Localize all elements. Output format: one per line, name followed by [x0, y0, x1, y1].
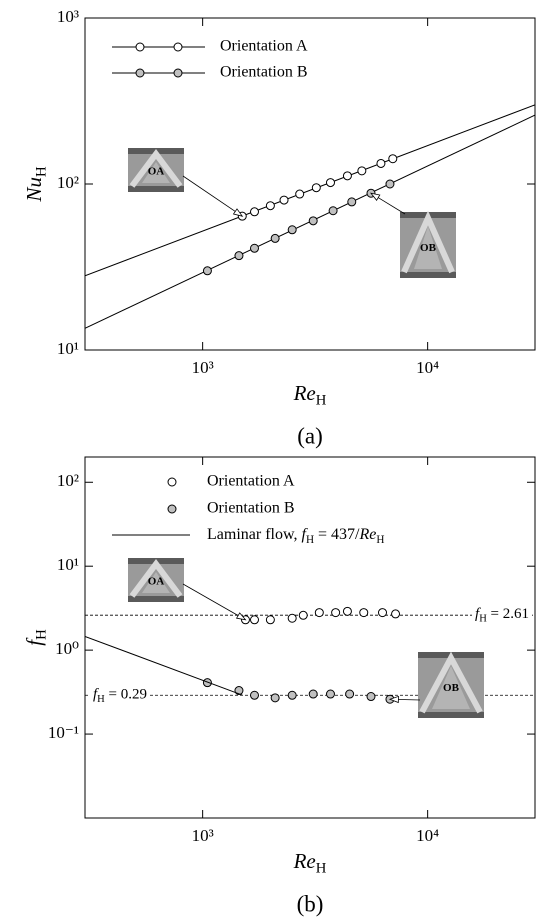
figure: 10³10⁴10¹10²10³ReHNuH(a)Orientation AOri… [0, 0, 536, 922]
data-point [315, 609, 323, 617]
data-point [343, 172, 351, 180]
legend-marker [174, 69, 182, 77]
data-point [378, 609, 386, 617]
data-point [358, 167, 366, 175]
text-part: Re [293, 381, 316, 405]
data-point [250, 208, 258, 216]
inset-label: OB [420, 242, 437, 254]
text-part: = 2.61 [487, 607, 529, 623]
legend-marker [168, 505, 176, 513]
data-point [312, 184, 320, 192]
y-axis-label: NuH [22, 166, 50, 203]
text-part: H [34, 629, 50, 640]
y-tick-label: 10⁻¹ [48, 723, 79, 742]
text-part: Laminar flow, [207, 526, 301, 543]
data-point [288, 614, 296, 622]
data-point [271, 694, 279, 702]
data-point [309, 690, 317, 698]
panel-label: (a) [297, 423, 323, 448]
text-part: H [376, 533, 384, 545]
data-point [266, 616, 274, 624]
x-tick-label: 10⁴ [416, 358, 439, 377]
legend-label: Orientation A [220, 38, 308, 55]
y-tick-label: 10¹ [57, 339, 79, 358]
text-part: H [34, 166, 50, 177]
data-point [250, 244, 258, 252]
legend-label: Orientation A [207, 473, 295, 490]
y-tick-label: 10² [57, 471, 79, 490]
data-point [299, 611, 307, 619]
data-point [348, 198, 356, 206]
data-point [203, 267, 211, 275]
data-point [332, 609, 340, 617]
data-point [377, 159, 385, 167]
data-point [288, 691, 296, 699]
data-point [367, 693, 375, 701]
data-point [329, 207, 337, 215]
text-part: = 437/ [314, 526, 360, 543]
y-tick-label: 10³ [57, 7, 79, 26]
data-point [392, 610, 400, 618]
data-point [346, 690, 354, 698]
x-axis-label: ReH [293, 381, 327, 409]
legend-marker [136, 43, 144, 51]
x-axis-label: ReH [293, 849, 327, 877]
data-point [360, 609, 368, 617]
x-tick-label: 10³ [192, 826, 214, 845]
x-tick-label: 10⁴ [416, 826, 439, 845]
inset-label: OA [148, 166, 165, 178]
y-tick-label: 10¹ [57, 555, 79, 574]
inset-band [128, 596, 184, 602]
legend-label: Laminar flow, fH = 437/ReH [207, 526, 384, 546]
data-point [280, 196, 288, 204]
inset-label: OB [443, 682, 460, 694]
arrow-line [183, 176, 242, 216]
y-axis-label: fH [22, 629, 50, 646]
text-part: Re [293, 849, 316, 873]
data-point [326, 690, 334, 698]
data-point [386, 180, 394, 188]
data-point [326, 179, 334, 187]
legend-label: Orientation B [207, 500, 295, 517]
plot-frame [85, 457, 535, 818]
y-tick-label: 10⁰ [55, 639, 79, 658]
data-point [266, 202, 274, 210]
data-point [250, 616, 258, 624]
inset-band [128, 186, 184, 192]
inset-band [418, 712, 484, 718]
data-point [250, 691, 258, 699]
inset-label: OA [148, 576, 165, 588]
inset-band [400, 272, 456, 278]
y-tick-label: 10² [57, 173, 79, 192]
panel-label: (b) [297, 891, 324, 916]
legend-marker [136, 69, 144, 77]
text-part: H [316, 393, 327, 409]
x-tick-label: 10³ [192, 358, 214, 377]
data-point [271, 234, 279, 242]
text-part: Nu [22, 177, 46, 203]
data-point [288, 226, 296, 234]
legend-marker [168, 478, 176, 486]
text-part: H [306, 533, 314, 545]
legend-marker [174, 43, 182, 51]
data-point [309, 217, 317, 225]
data-point [235, 252, 243, 260]
data-point [389, 155, 397, 163]
data-point [343, 607, 351, 615]
arrow-line [183, 584, 245, 620]
text-part: = 0.29 [105, 687, 147, 703]
legend-label: Orientation B [220, 64, 308, 81]
text-part: H [316, 861, 327, 877]
text-part: Re [359, 526, 377, 543]
data-point [296, 190, 304, 198]
